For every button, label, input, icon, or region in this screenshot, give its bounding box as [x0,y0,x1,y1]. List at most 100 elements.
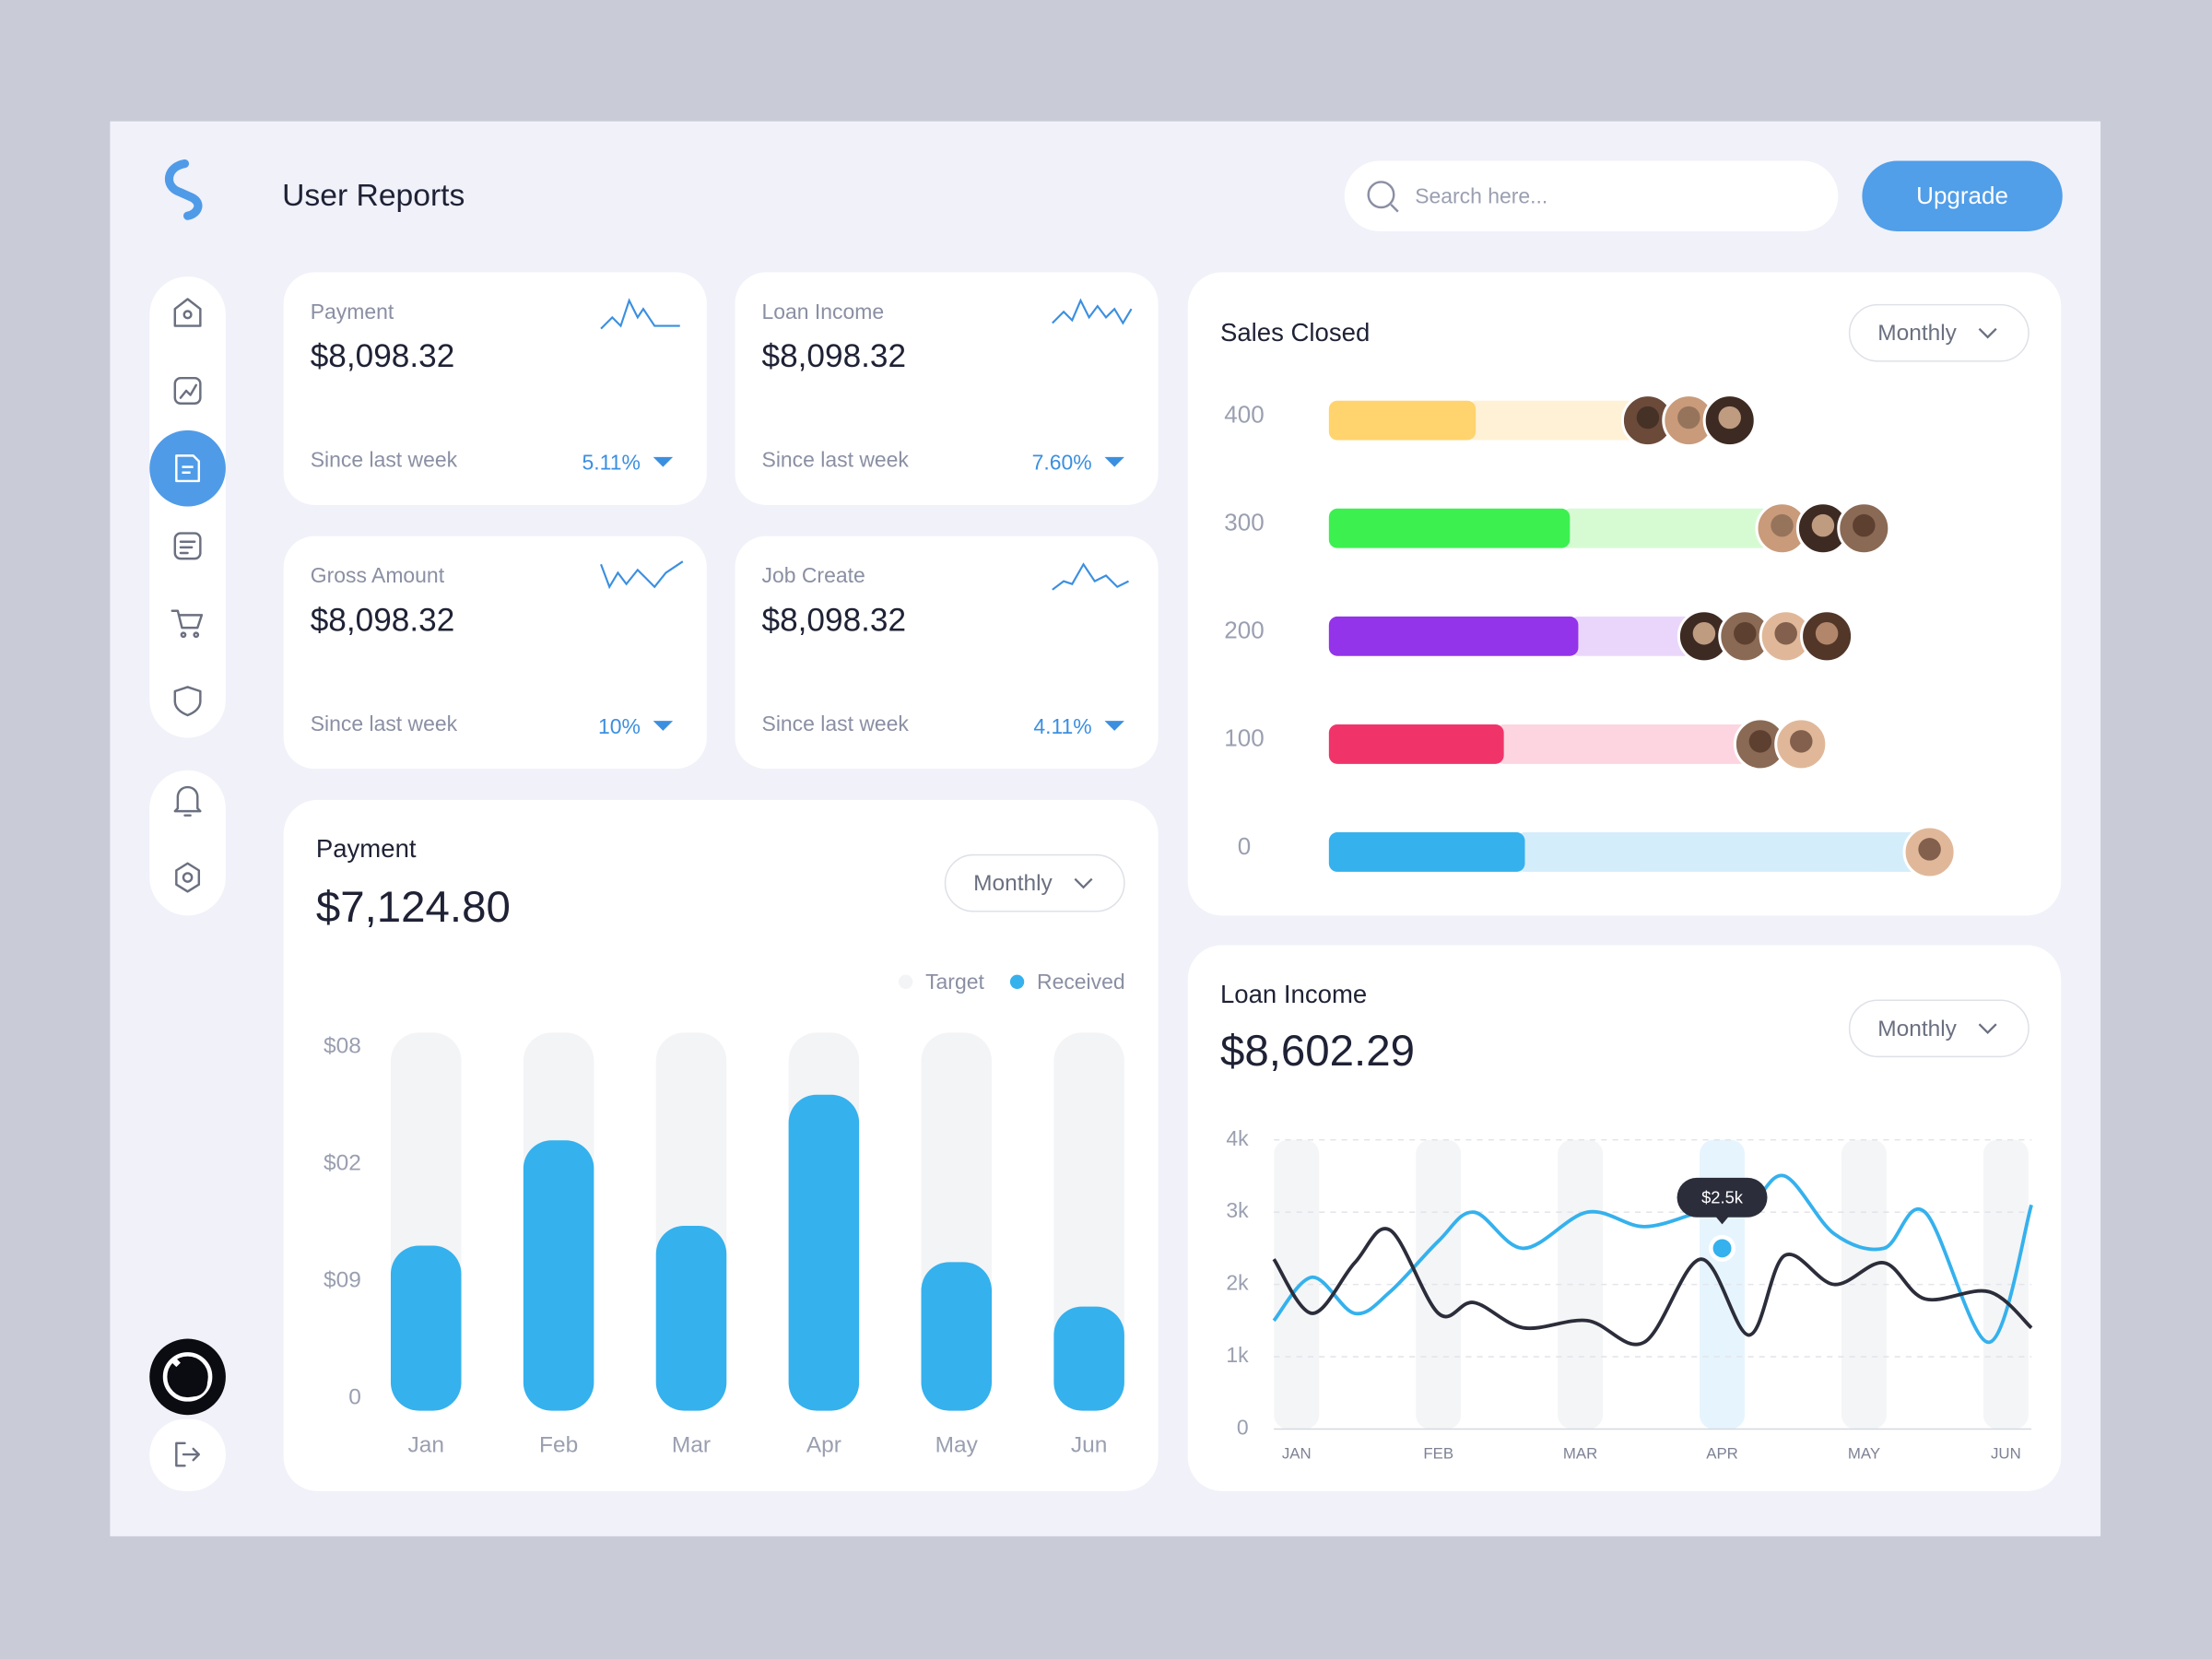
line-series [1272,1227,2033,1347]
period-dropdown[interactable]: Monthly [1848,303,2030,362]
stat-change-arrow [1104,721,1124,731]
avatar-face [1774,622,1797,645]
tooltip-label: $2.5k [1701,1188,1744,1207]
chart-total: $7,124.80 [316,883,511,932]
avatar-face [1790,730,1813,753]
x-tick-label: Feb [539,1432,578,1457]
legend-swatch [899,974,913,989]
stat-change: 5.11% [582,451,641,475]
upgrade-button[interactable]: Upgrade [1862,160,2063,232]
stat-card [283,535,707,770]
bar-segment [1516,832,1919,872]
stat-label: Job Create [762,563,865,587]
nav-reports[interactable] [175,454,201,483]
tooltip-box [1677,1177,1768,1218]
nav-notifications[interactable] [173,785,202,817]
category-label: 100 [1224,724,1264,752]
content: Payment $8,098.32 Since last week 5.11% Loan… [283,272,2033,1463]
x-tick-label: FEB [1423,1445,1453,1463]
x-tick-label: Apr [806,1432,841,1457]
period-dropdown[interactable]: Monthly [1848,999,2030,1058]
period-dropdown[interactable]: Monthly [944,853,1125,912]
bar-segment [1570,616,1693,656]
bar [390,1245,462,1411]
sparkline [600,560,684,590]
nav-settings[interactable] [175,862,201,893]
nav-active[interactable] [149,429,226,507]
logout[interactable] [175,1441,201,1467]
y-tick-label: $02 [324,1150,361,1175]
stat-change: 10% [598,714,641,738]
avatar-face [1748,730,1772,753]
chart-title: Loan Income [1220,980,1367,1008]
nav-security[interactable] [173,686,202,717]
avatar-face [1718,406,1741,429]
avatar-face [1918,838,1941,861]
stat-card [735,272,1159,505]
search-box[interactable]: Search here... [1344,160,1839,232]
page-title: User Reports [282,179,465,213]
stat-value: $8,098.32 [311,602,455,638]
stat-card [283,272,707,505]
dropdown-box[interactable] [1848,999,2030,1058]
nav-home[interactable] [173,298,202,327]
x-tick-label: Jun [1071,1432,1107,1457]
nav-analytics[interactable] [173,376,202,405]
avatar-face [1734,622,1757,645]
stat-footer: Since last week [311,448,458,472]
dropdown-chevron[interactable] [1978,327,1997,339]
x-tick-label: APR [1706,1445,1738,1463]
category-label: 0 [1238,832,1251,860]
sales-card [1187,272,2062,916]
user-avatar[interactable] [149,1338,226,1416]
bar-segment [1328,832,1525,872]
y-tick-label: 2k [1226,1271,1249,1295]
line-series [1272,1173,2033,1345]
dropdown-label[interactable]: Monthly [1877,321,1957,346]
dropdown-label[interactable]: Monthly [973,871,1053,896]
y-tick-label: 3k [1226,1198,1249,1222]
avatar-face [1853,513,1876,537]
stat-change: 4.11% [1033,714,1091,738]
x-tick-label: Jan [408,1432,444,1457]
stat-label: Payment [311,300,394,324]
legend-label: Received [1037,970,1125,994]
x-band [1416,1139,1462,1430]
dropdown-label[interactable]: Monthly [1877,1017,1957,1041]
category-label: 400 [1224,400,1264,428]
x-band [1983,1139,2029,1430]
x-tick-label: MAR [1563,1445,1597,1463]
y-tick-label: 0 [1237,1416,1249,1440]
sparkline [1052,562,1129,591]
stat-footer: Since last week [311,712,458,735]
avatar-face [1636,406,1660,429]
bar-segment [1561,508,1771,548]
avatar-face [1815,622,1839,645]
upgrade-label[interactable]: Upgrade [1916,182,2008,209]
nav-cart[interactable] [171,609,204,639]
bar [921,1262,993,1411]
stat-footer: Since last week [762,448,910,472]
stat-value: $8,098.32 [762,602,907,638]
bar [1053,1306,1124,1411]
dropdown-box[interactable] [1848,303,2030,362]
legend-swatch [1009,974,1025,989]
tooltip-pointer [1714,1216,1730,1225]
sparkline [1052,298,1133,325]
search-placeholder[interactable]: Search here... [1415,183,1547,207]
nav-notes[interactable] [173,532,202,560]
legend-label: Target [925,970,984,994]
bar-segment [1328,508,1571,548]
dropdown-chevron[interactable] [1978,1023,1997,1035]
dropdown-box[interactable] [944,853,1125,912]
chart-title: Sales Closed [1220,318,1370,347]
sidebar-nav-secondary [149,770,226,916]
bar-segment [1466,400,1637,441]
stat-value: $8,098.32 [762,338,907,374]
x-tick-label: May [935,1432,979,1457]
bar-segment [1328,400,1477,441]
category-label: 200 [1224,617,1264,644]
avatar-face [1771,513,1794,537]
dropdown-chevron[interactable] [1074,877,1093,889]
